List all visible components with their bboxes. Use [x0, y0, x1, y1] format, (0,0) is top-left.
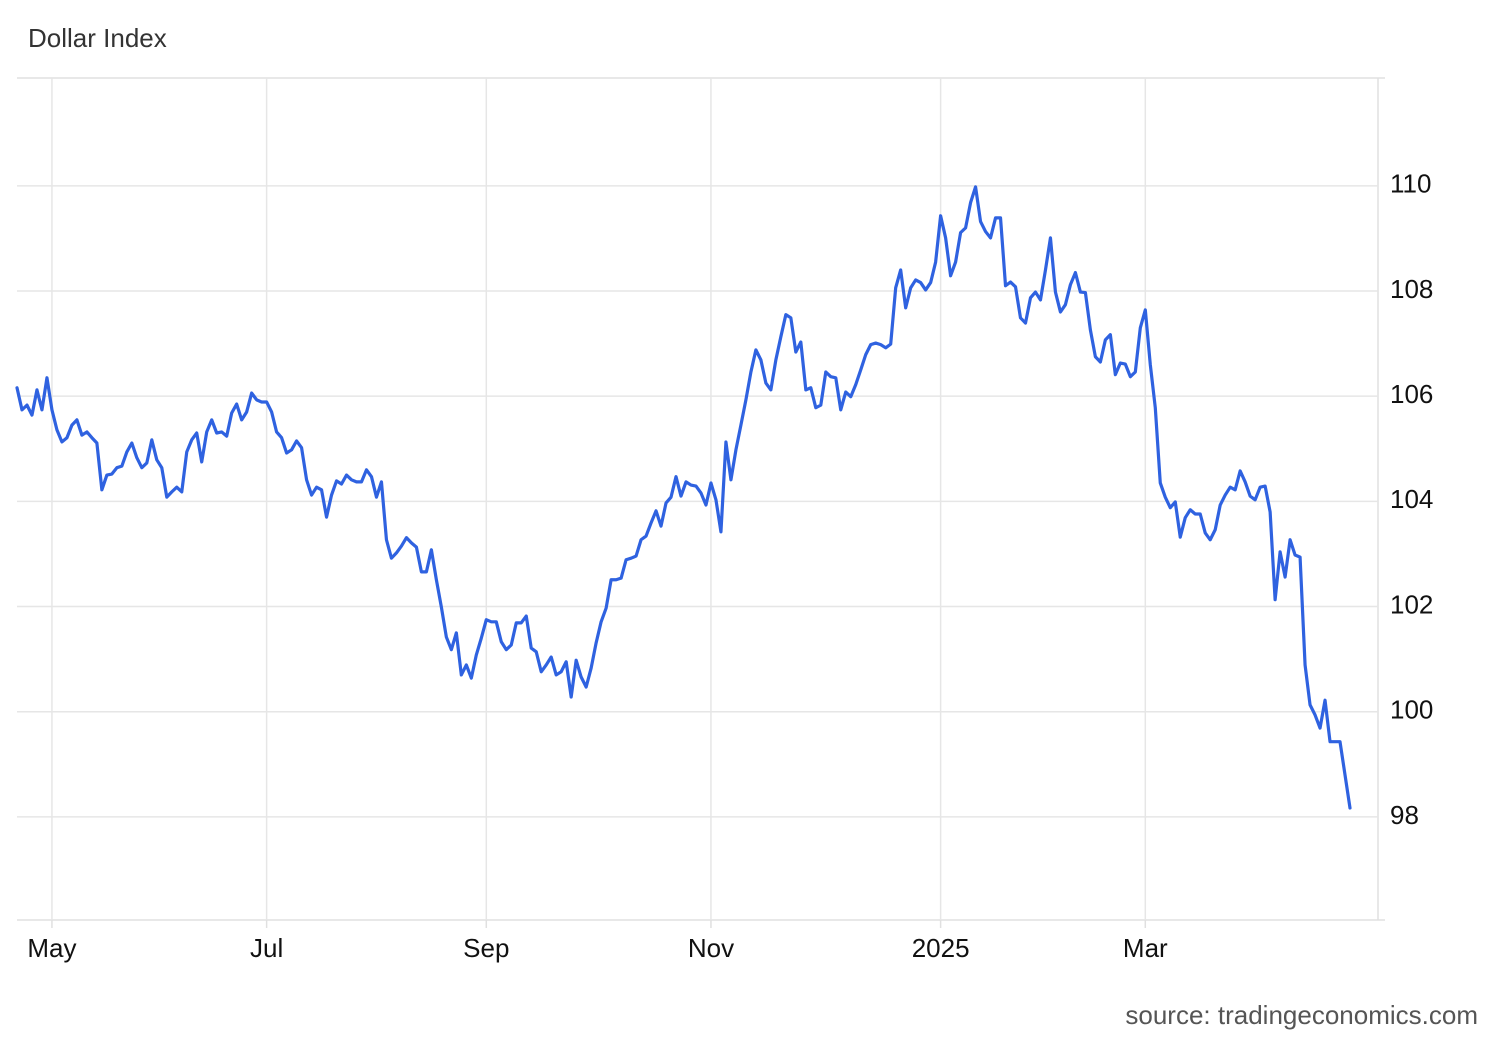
- chart-title: Dollar Index: [28, 23, 167, 53]
- x-tick-label: Nov: [688, 933, 734, 963]
- x-tick-label: Sep: [463, 933, 509, 963]
- y-tick-label: 108: [1390, 274, 1433, 304]
- x-tick-label: Mar: [1123, 933, 1168, 963]
- y-tick-label: 106: [1390, 379, 1433, 409]
- source-note: source: tradingeconomics.com: [1125, 1000, 1478, 1030]
- x-tick-label: 2025: [912, 933, 970, 963]
- y-tick-label: 110: [1390, 169, 1431, 199]
- x-tick-label: May: [27, 933, 76, 963]
- y-tick-label: 100: [1390, 695, 1433, 725]
- x-tick-label: Jul: [250, 933, 283, 963]
- y-tick-label: 102: [1390, 589, 1433, 619]
- y-tick-label: 104: [1390, 484, 1433, 514]
- data-line: [15, 185, 1352, 810]
- y-tick-label: 98: [1390, 800, 1419, 830]
